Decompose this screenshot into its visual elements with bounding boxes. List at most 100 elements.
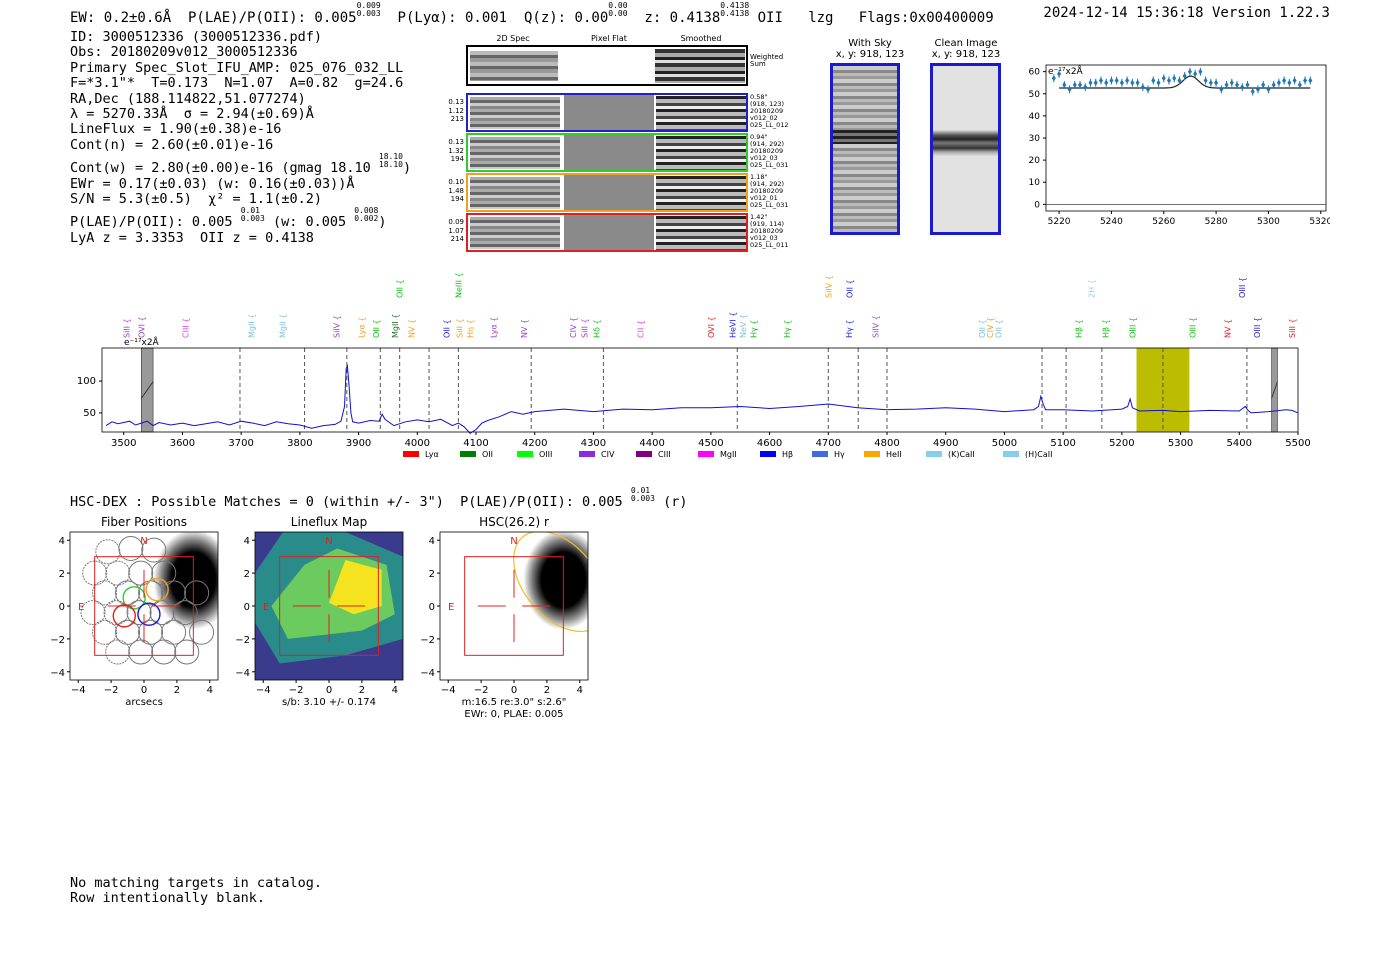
info-gmag-sup: 18.10 (378, 152, 403, 162)
info-plae-w-sub: 0.002 (354, 214, 379, 224)
zoom-data-point (1303, 77, 1308, 84)
spectrum-legend-swatch (812, 451, 828, 457)
spectrum-emission-line-label: NV { (1224, 319, 1233, 338)
fiber-highlight (122, 586, 146, 610)
spectrum-top-line-text: OII { (845, 279, 854, 298)
flux-map-peak (329, 559, 382, 615)
cutout-row-label: 1.18" (914, 292) 20180209 v012_01 025_LL_031 (750, 174, 789, 209)
header-summary: EW: 0.2±0.6Å P(LAE)/P(OII): 0.0050.009 0.… (70, 2, 994, 27)
spectrum-emission-line-text: NV { (407, 319, 416, 338)
info-lineflux: LineFlux = 1.90(±0.38)e-16 (70, 121, 282, 138)
fiber-circle (174, 639, 200, 665)
panel-ytick-label: 0 (429, 602, 435, 613)
cutout-row-label-line: 025_LL_031 (750, 161, 789, 169)
search-box (279, 556, 379, 656)
spectrum-emission-line-label: OVI { (137, 316, 146, 338)
spectrum-xtick-label: 3500 (111, 438, 136, 449)
hsc-sub: 0.003 (630, 494, 655, 503)
spectrum-emission-line-label: Hγ { (845, 320, 854, 338)
info-obs: Obs: 20180209v012_3000512336 (70, 44, 298, 61)
panel-xtick-label: −4 (256, 685, 271, 696)
zoom-data-point (1072, 81, 1077, 88)
hsc-dex-summary: HSC-DEX : Possible Matches = 0 (within +… (70, 487, 687, 511)
zoom-data-point (1203, 77, 1208, 84)
zoom-data-point (1109, 77, 1114, 84)
spectrum-emission-line-label: OII { (995, 319, 1004, 338)
zoom-ytick-label: 20 (1029, 156, 1041, 166)
spectrum-emission-line-text: OIII { (1128, 317, 1137, 338)
footer-line1: No matching targets in catalog. (70, 875, 322, 891)
full-spectrum-chart: 50 100 3500 3600 3700 3800 3900 4000 4100 4200 430… (77, 272, 1311, 459)
panel-xtick-label: 2 (544, 685, 550, 696)
spectrum-top-line-label: OII { (845, 279, 854, 298)
zoom-data-point (1266, 86, 1271, 93)
zoom-data-point (1098, 77, 1103, 84)
info-lya-z: LyA z = 3.3353 OII z = 0.4138 (70, 229, 314, 246)
spectrum-ytick-label: 50 (83, 408, 96, 419)
spectrum-masked-hatch (141, 381, 154, 399)
footer-line2: Row intentionally blank. (70, 890, 266, 906)
fiber-circle (151, 639, 177, 665)
bottom-panels: Fiber Positions N E −4 −4 −2 −2 0 0 2 2 4 4 arcsecs Li… (50, 515, 589, 720)
cutout-row-label-line: 1.18" (750, 173, 768, 181)
spectrum-emission-line-text: CIV { (986, 317, 995, 338)
header-qz-sub: 0.00 (608, 9, 628, 18)
cutout-row (466, 93, 748, 132)
zoom-data-point (1125, 77, 1130, 84)
fiber-circle (189, 619, 215, 645)
spectrum-emission-line-label: OIII { (1253, 317, 1262, 338)
info-plae-sub: 0.003 (240, 214, 265, 224)
spectrum-xtick-label: 4800 (874, 438, 899, 449)
spectrum-emission-line-text: CII { (636, 320, 645, 338)
spectrum-emission-line-text: Hη { (466, 319, 475, 338)
panel-ytick-label: 2 (244, 569, 250, 580)
zoom-data-point (1130, 79, 1135, 86)
spectrum-legend-label: (K)CaII (948, 450, 975, 459)
zoom-data-point (1187, 68, 1192, 75)
spectrum-emission-line-label: OVI { (707, 316, 716, 338)
weighted-sum-cutout (466, 45, 748, 86)
east-label: E (263, 602, 269, 613)
fiber-circle (128, 560, 154, 586)
cutout-row (466, 133, 748, 172)
spectrum-unit-label: e⁻¹⁷x2Å (124, 336, 160, 348)
spectrum-emission-line-text: SiII { (456, 318, 465, 338)
panel-xtick-label: −2 (289, 685, 304, 696)
cutout-row-label-line: v012_03 (750, 234, 778, 242)
zoom-ytick-label: 60 (1029, 68, 1041, 78)
cutout-row-label-line: 0.58" (750, 93, 768, 101)
spectrum-top-line-text: NeIII { (454, 272, 463, 298)
spectrum-emission-line-label: MgII { (248, 314, 257, 338)
detection-info: ID: 3000512336 (3000512336.pdf) Obs: 201… (70, 29, 411, 246)
spectrum-emission-line-text: Lyα { (490, 317, 499, 338)
cutout-row-label-line: (918, 123) (750, 100, 785, 108)
fiber-circle (118, 535, 144, 561)
cutout-row-label-line: (919, 114) (750, 220, 785, 228)
cutout-row-value: 1.07 (448, 226, 464, 235)
info-id: ID: 3000512336 (3000512336.pdf) (70, 29, 322, 45)
spectrum-xtick-label: 4500 (698, 438, 723, 449)
zoom-data-point (1114, 77, 1119, 84)
spectrum-emission-line-label: NV { (407, 319, 416, 338)
spectrum-xtick-label: 4200 (522, 438, 547, 449)
spectrum-legend-label: CIV (601, 450, 615, 459)
panel-ytick-label: 4 (429, 536, 435, 547)
cutout-row-values: 0.13 1.12 213 (440, 98, 464, 124)
spectrum-legend-label: Lyα (425, 450, 439, 459)
zoom-data-point (1172, 75, 1177, 82)
zoom-data-point (1051, 75, 1056, 82)
spectrum-emission-line-text: MgII { (391, 314, 400, 338)
zoom-data-point (1287, 79, 1292, 86)
zoom-ytick-label: 40 (1029, 112, 1041, 122)
spectrum-emission-line-label: NV { (520, 319, 529, 338)
panel-xtick-label: 0 (511, 685, 517, 696)
info-plae-sup: 0.01 (240, 206, 260, 216)
spectrum-emission-line-label: Lyα { (490, 317, 499, 338)
panel-title: Fiber Positions (101, 515, 187, 529)
zoom-bg (1010, 55, 1330, 235)
zoom-xtick-label: 5320 (1309, 217, 1330, 227)
panel-image (255, 532, 403, 680)
cutout-row-label-line: 025_LL_012 (750, 121, 789, 129)
spectrum-top-line-text: 2H { (1087, 279, 1096, 298)
cutout-row-value: 194 (450, 155, 464, 163)
